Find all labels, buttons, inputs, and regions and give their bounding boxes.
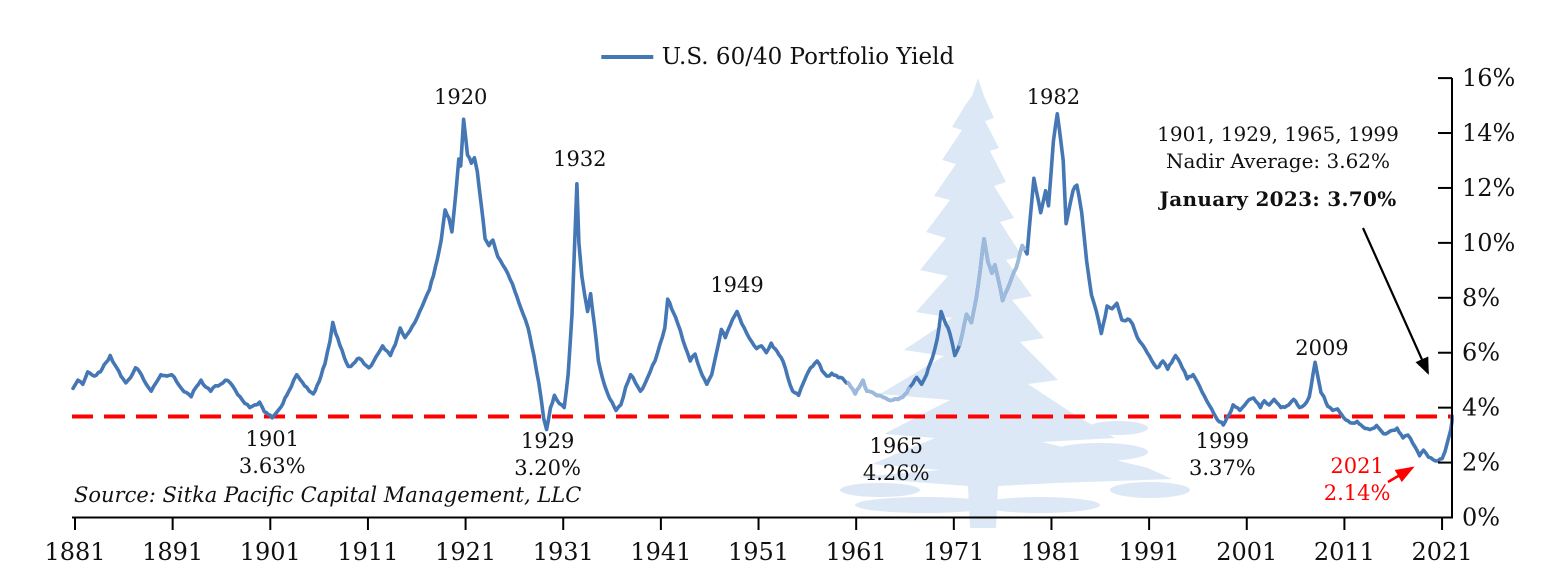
x-axis-tick-label: 1961 xyxy=(826,538,887,566)
nadir-note-years: 1901, 1929, 1965, 1999 xyxy=(1157,122,1399,146)
x-axis-tick-label: 1971 xyxy=(923,538,984,566)
peak-year-label: 1920 xyxy=(434,85,487,109)
annotations-layer: 1920 1932 1949 1982 2009 1901 3.63% 1929 3.20% 19… xyxy=(239,85,1391,505)
peak-year-label: 1982 xyxy=(1027,85,1080,109)
nadir-label-line: 4.26% xyxy=(863,461,930,485)
x-axis-tick-label: 2011 xyxy=(1314,538,1375,566)
y-axis-tick-label: 12% xyxy=(1462,174,1515,202)
x-axis-tick-label: 1941 xyxy=(630,538,691,566)
source-attribution: Source: Sitka Pacific Capital Management… xyxy=(74,483,582,507)
yield-series-line xyxy=(71,112,1454,463)
x-axis-tick-label: 2001 xyxy=(1216,538,1277,566)
x-axis-tick-label: 1881 xyxy=(44,538,105,566)
nadir-label-line: 3.20% xyxy=(514,456,581,480)
y-axis-tick-label: 10% xyxy=(1462,229,1515,257)
x-axis-tick-label: 2021 xyxy=(1412,538,1473,566)
x-axis-tick-label: 1891 xyxy=(142,538,203,566)
y-axis-tick-label: 0% xyxy=(1462,504,1500,532)
peak-year-label: 1932 xyxy=(553,147,606,171)
nadir-label-line: 2.14% xyxy=(1324,481,1391,505)
y-axis-tick-label: 4% xyxy=(1462,394,1500,422)
x-axis-tick-label: 1981 xyxy=(1021,538,1082,566)
y-axis-tick-label: 6% xyxy=(1462,339,1500,367)
nadir-label-line: 1965 xyxy=(869,434,922,458)
nadir-label-line: 3.37% xyxy=(1189,456,1256,480)
y-axis-tick-label: 8% xyxy=(1462,284,1500,312)
peak-year-label: 2009 xyxy=(1295,336,1348,360)
january-2023-callout-arrow xyxy=(1361,227,1430,375)
axes-layer: 0% 2% 4% 6% 8% 10% 12% 14% 16% 1881 1891 1901 1911 19… xyxy=(44,64,1515,566)
nadir-note-current: January 2023: 3.70% xyxy=(1159,187,1397,211)
2021-nadir-callout-arrow xyxy=(1387,466,1415,484)
nadir-label-line: 1929 xyxy=(521,429,574,453)
x-axis-tick-label: 1951 xyxy=(728,538,789,566)
x-axis-tick-label: 1991 xyxy=(1119,538,1180,566)
nadir-note-average: Nadir Average: 3.62% xyxy=(1165,149,1391,173)
x-axis-tick-label: 1931 xyxy=(533,538,594,566)
legend: U.S. 60/40 Portfolio Yield xyxy=(600,44,955,70)
nadir-label-line: 1901 xyxy=(246,427,299,451)
x-axis-tick-label: 1921 xyxy=(435,538,496,566)
yield-series-line-light-segment xyxy=(846,378,911,403)
peak-year-label: 1949 xyxy=(710,273,763,297)
legend-label: U.S. 60/40 Portfolio Yield xyxy=(661,44,955,70)
legend-line-swatch-icon xyxy=(600,55,653,59)
yield-series-line-light-segment xyxy=(957,237,1027,347)
y-axis-tick-label: 14% xyxy=(1462,119,1515,147)
y-axis-tick-label: 16% xyxy=(1462,64,1515,92)
series-layer xyxy=(71,112,1454,463)
x-axis-tick-label: 1911 xyxy=(337,538,398,566)
nadir-label-line: 2021 xyxy=(1330,454,1383,478)
y-axis-tick-label: 2% xyxy=(1462,449,1500,477)
nadir-label-line: 3.63% xyxy=(239,454,306,478)
x-axis-tick-label: 1901 xyxy=(240,538,301,566)
nadir-note: 1901, 1929, 1965, 1999 Nadir Average: 3.… xyxy=(1150,121,1406,213)
nadir-label-line: 1999 xyxy=(1196,429,1249,453)
